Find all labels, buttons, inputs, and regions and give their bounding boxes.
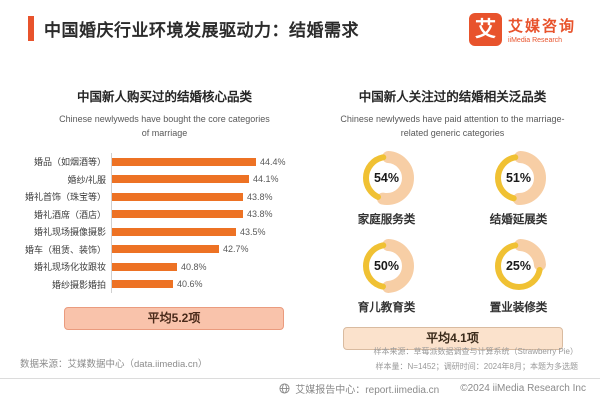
donut-chart: 50% (358, 237, 416, 295)
bar-row: 婚礼现场化妆跟妆 40.8% (14, 257, 315, 276)
report-center-link[interactable]: 艾媒报告中心：report.iimedia.cn (295, 385, 440, 396)
bar-category-label: 婚礼酒席（酒店） (33, 209, 106, 220)
header: 中国婚庆行业环境发展驱动力：结婚需求 (28, 16, 359, 41)
right-chart-subtitle: Chinese newlyweds have paid attention to… (340, 114, 565, 139)
bar-track: 43.8% (111, 187, 315, 206)
logo-icon: 艾 (468, 13, 502, 46)
bar-value-label: 40.6% (177, 279, 203, 290)
donut-category-label: 结婚延展类 (489, 213, 548, 226)
bar-track: 44.4% (111, 152, 315, 171)
bar-row: 婚品（如烟酒等） 44.4% (14, 152, 315, 171)
bar-value-label: 44.4% (260, 156, 286, 167)
bar-value-label: 40.8% (181, 261, 207, 272)
right-panel: 中国新人关注过的结婚相关泛品类 Chinese newlyweds have p… (315, 86, 600, 350)
bar-value-label: 43.8% (247, 191, 273, 202)
donut-cell: 25% 置业装修类 (459, 237, 579, 315)
donut-rings (359, 150, 414, 205)
bar-track: 42.7% (111, 240, 315, 258)
globe-icon (279, 383, 290, 394)
donut-category-label: 育儿教育类 (357, 301, 416, 314)
bar-category-label: 婚车（租赁、装饰） (24, 244, 106, 255)
bar-row: 婚礼现场摄像摄影 43.5% (14, 222, 315, 241)
bar-segment (112, 262, 177, 271)
donut-cell: 54% 家庭服务类 (327, 149, 447, 227)
bar-category-label: 婚礼现场化妆跟妆 (33, 262, 106, 273)
donut-chart: 54% (358, 149, 416, 207)
bar-segment (112, 245, 219, 254)
bar-row: 婚礼酒席（酒店） 43.8% (14, 205, 315, 223)
bar-track: 40.6% (111, 275, 315, 293)
data-source-note: 数据来源：艾媒数据中心（data.iimedia.cn） (20, 359, 208, 370)
donut-rings (491, 238, 546, 293)
bar-value-label: 44.1% (253, 174, 279, 185)
bar-category-label: 婚纱/礼服 (67, 174, 106, 185)
logo-name: 艾媒咨询 (507, 18, 576, 35)
bar-row: 婚纱/礼服 44.1% (14, 170, 315, 188)
bar-row: 婚车（租赁、装饰） 42.7% (14, 240, 315, 258)
bar-row: 婚纱摄影婚拍 40.6% (14, 275, 315, 293)
donut-grid: 54% 家庭服务类 51% 结婚延展类 50% 育儿教育类 25% 置业装修类 (315, 149, 590, 315)
donut-category-label: 置业装修类 (489, 301, 548, 314)
donut-chart: 51% (490, 149, 548, 207)
title-accent-bar (28, 16, 34, 41)
bar-category-label: 婚礼现场摄像摄影 (33, 227, 106, 238)
bar-row: 婚礼首饰（珠宝等） 43.8% (14, 187, 315, 206)
average-badge-left: 平均5.2项 (64, 306, 284, 330)
bar-segment (112, 192, 243, 201)
average-badge-right: 平均4.1项 (342, 326, 563, 350)
donut-percentage: 51% (505, 170, 532, 185)
bar-track: 40.8% (111, 257, 315, 276)
page-title: 中国婚庆行业环境发展驱动力：结婚需求 (44, 21, 359, 40)
bar-segment (112, 280, 173, 289)
donut-cell: 50% 育儿教育类 (327, 237, 447, 315)
donut-rings (491, 150, 546, 205)
bar-segment (112, 210, 243, 219)
donut-percentage: 25% (505, 258, 532, 273)
left-chart-title: 中国新人购买过的结婚核心品类 (76, 90, 252, 104)
bar-category-label: 婚礼首饰（珠宝等） (24, 192, 106, 203)
bar-segment (112, 227, 236, 236)
bar-segment (112, 175, 249, 184)
sample-notes: 样本来源：草莓派数据调查与计算系统（Strawberry Pie） 样本量：N=… (373, 347, 578, 371)
footer-divider (0, 378, 600, 379)
bar-value-label: 43.5% (240, 226, 266, 237)
bar-track: 43.8% (111, 205, 315, 223)
donut-percentage: 54% (373, 170, 400, 185)
left-panel: 中国新人购买过的结婚核心品类 Chinese newlyweds have bo… (0, 86, 315, 350)
bar-track: 43.5% (111, 222, 315, 241)
left-chart-subtitle: Chinese newlyweds have bought the core c… (59, 114, 270, 139)
content: 中国新人购买过的结婚核心品类 Chinese newlyweds have bo… (0, 86, 600, 350)
bar-track: 44.1% (111, 170, 315, 188)
bar-category-label: 婚纱摄影婚拍 (51, 279, 106, 290)
donut-chart: 25% (490, 237, 548, 295)
donut-percentage: 50% (373, 258, 400, 273)
logo-subtitle: iiMedia Research (507, 37, 563, 44)
copyright: ©2024 iiMedia Research Inc (460, 383, 586, 394)
donut-category-label: 家庭服务类 (357, 213, 416, 226)
brand-logo: 艾 艾媒咨询 iiMedia Research (468, 13, 576, 46)
right-chart-title: 中国新人关注过的结婚相关泛品类 (358, 90, 547, 104)
bar-segment (112, 157, 256, 166)
bar-chart: 婚品（如烟酒等） 44.4% 婚纱/礼服 44.1% 婚礼首饰（珠宝等） 43.8% 婚礼酒… (14, 152, 315, 293)
bar-value-label: 43.8% (247, 209, 273, 220)
bar-category-label: 婚品（如烟酒等） (33, 157, 106, 168)
donut-cell: 51% 结婚延展类 (459, 149, 579, 227)
donut-rings (359, 238, 414, 293)
footer: 艾媒报告中心：report.iimedia.cn ©2024 iiMedia R… (279, 381, 586, 396)
bar-value-label: 42.7% (223, 244, 249, 255)
